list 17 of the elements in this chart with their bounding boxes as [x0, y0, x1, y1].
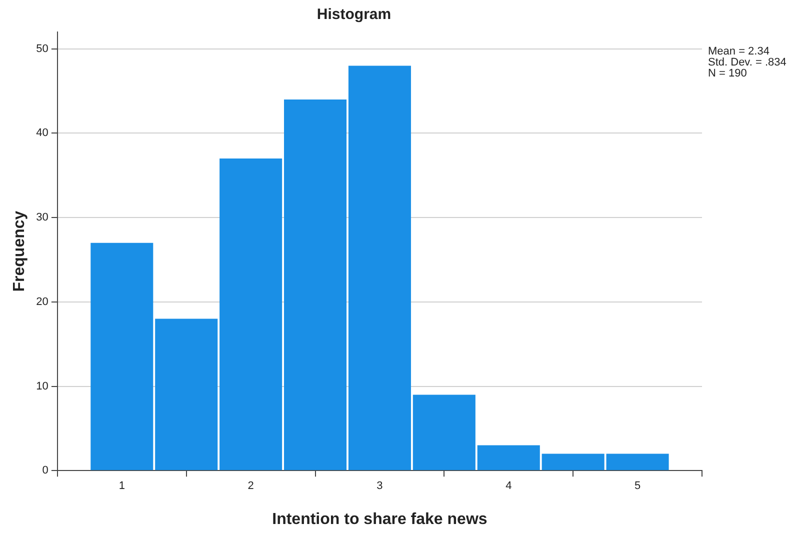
- y-tick-label: 0: [42, 464, 48, 477]
- text: Mean = 2.34: [708, 46, 770, 58]
- y-tick-label: 20: [36, 296, 48, 308]
- x-axis-title: Intention to share fake news: [272, 510, 488, 528]
- x-tick-label: 2: [248, 480, 254, 492]
- y-tick-label: 40: [36, 127, 48, 140]
- text: Std. Dev. = .834: [708, 56, 786, 69]
- y-axis-title: Frequency: [11, 210, 28, 292]
- text: N = 190: [708, 68, 747, 80]
- x-tick-label: 1: [118, 480, 125, 492]
- y-tick-label: 50: [36, 42, 48, 55]
- y-tick-label: 10: [36, 380, 48, 392]
- y-tick-label: 30: [36, 212, 48, 224]
- x-tick-label: 4: [506, 480, 512, 492]
- chart-title: Histogram: [316, 6, 392, 24]
- x-tick-label: 5: [634, 480, 641, 492]
- x-tick-label: 3: [376, 480, 383, 492]
